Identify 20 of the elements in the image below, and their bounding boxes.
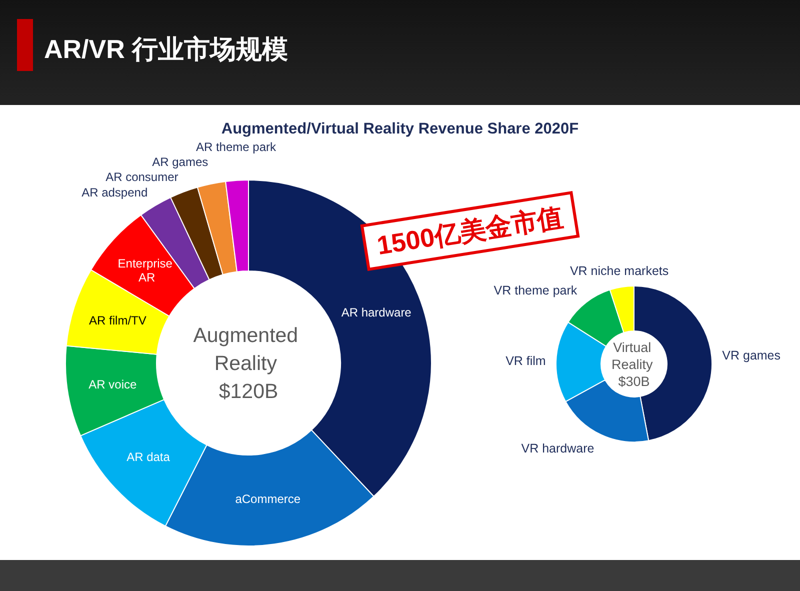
text: 1500亿美金市值 (374, 201, 566, 261)
slice-label: AR theme park (196, 140, 278, 154)
slice-label: VR theme park (494, 284, 578, 298)
slice-label: AR adspend (82, 185, 148, 200)
slice-label: AR consumer (106, 170, 178, 184)
slice-label: AR hardware (341, 305, 412, 320)
slice-label: Enterprise AR (118, 256, 173, 285)
slice-label: VR hardware (521, 442, 594, 456)
slice-label: AR games (152, 155, 208, 170)
slice-label: aCommerce (235, 492, 301, 506)
text: Augmented Reality $120B (193, 324, 298, 402)
chart-subtitle: Augmented/Virtual Reality Revenue Share 2020F (221, 120, 579, 138)
slice-label: VR games (722, 348, 781, 363)
slice-label: AR film/TV (89, 314, 146, 328)
slice-label: VR film (506, 354, 546, 368)
slice-label: VR niche markets (570, 264, 669, 278)
text: Virtual Reality $30B (611, 340, 653, 388)
slice-label: AR data (126, 450, 170, 464)
chart-title: AR/VR 行业市场规模 (44, 34, 288, 64)
slice-label: AR voice (88, 378, 138, 392)
